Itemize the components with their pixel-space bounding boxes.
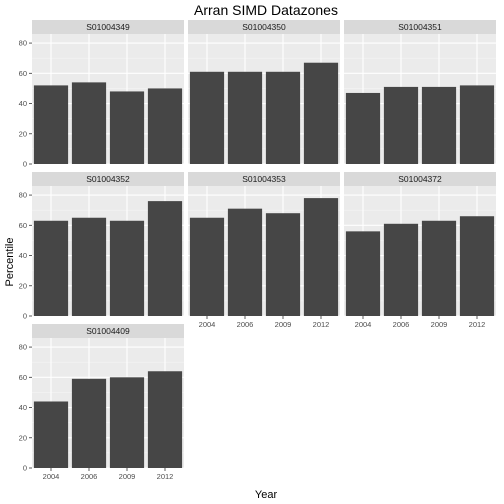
panel-strip (32, 324, 184, 338)
panel-strip (32, 172, 184, 186)
x-tick-label: 2004 (43, 472, 60, 481)
bar-2006 (383, 223, 419, 316)
y-tick-label: 80 (19, 191, 27, 200)
bar-2012 (303, 198, 339, 316)
facet-panel: S01004352 0 20 40 60 80 (19, 172, 184, 321)
facet-panel: S01004372 2004 2006 2009 2012 (344, 172, 496, 329)
facet-panel: S01004349 0 20 40 60 80 (19, 20, 184, 169)
panel-strip (188, 20, 340, 34)
x-tick-label: 2004 (199, 320, 216, 329)
bar-2006 (71, 378, 107, 468)
y-tick-label: 40 (19, 251, 27, 260)
bar-2009 (265, 71, 301, 164)
bar-2004 (33, 401, 69, 468)
y-tick-label: 0 (23, 160, 27, 169)
bar-2004 (33, 220, 69, 316)
facet-panel: S01004409 0 20 40 60 80 2004 2006 2009 2012 (19, 324, 184, 481)
y-axis-title: Percentile (4, 238, 16, 287)
bar-2012 (147, 201, 183, 316)
y-tick-label: 40 (19, 99, 27, 108)
facet-panels: S01004349 0 20 40 60 80 S01004350 S01004351 S010… (19, 20, 496, 481)
bar-2004 (33, 85, 69, 164)
bar-2012 (147, 371, 183, 468)
x-tick-label: 2012 (313, 320, 330, 329)
bar-2004 (189, 71, 225, 164)
bar-2012 (459, 216, 495, 316)
facet-panel: S01004350 (188, 20, 340, 165)
bar-2004 (345, 231, 381, 316)
y-tick-label: 0 (23, 312, 27, 321)
bar-2009 (421, 220, 457, 316)
y-tick-label: 20 (19, 281, 27, 290)
panel-strip-label: S01004350 (242, 22, 286, 32)
y-tick-label: 20 (19, 129, 27, 138)
y-tick-label: 40 (19, 403, 27, 412)
facet-panel: S01004353 2004 2006 2009 2012 (188, 172, 340, 329)
bar-2006 (71, 82, 107, 164)
chart-title: Arran SIMD Datazones (194, 2, 338, 18)
panel-strip-label: S01004372 (398, 174, 442, 184)
facet-panel: S01004351 (344, 20, 496, 165)
panel-strip-label: S01004349 (86, 22, 130, 32)
x-tick-label: 2012 (157, 472, 174, 481)
bar-2006 (227, 208, 263, 316)
x-axis-title: Year (255, 489, 278, 501)
y-tick-label: 60 (19, 221, 27, 230)
x-tick-label: 2009 (275, 320, 292, 329)
y-tick-label: 60 (19, 69, 27, 78)
bar-2006 (227, 71, 263, 164)
x-tick-label: 2004 (355, 320, 372, 329)
y-tick-label: 80 (19, 343, 27, 352)
bar-2004 (189, 217, 225, 316)
bar-2009 (109, 91, 145, 164)
x-tick-label: 2009 (119, 472, 136, 481)
x-tick-label: 2012 (469, 320, 486, 329)
panel-strip-label: S01004409 (86, 326, 130, 336)
x-tick-label: 2006 (81, 472, 98, 481)
bar-2009 (109, 377, 145, 468)
y-tick-label: 60 (19, 373, 27, 382)
panel-strip (344, 172, 496, 186)
bar-2004 (345, 92, 381, 164)
y-tick-label: 20 (19, 433, 27, 442)
bar-2009 (265, 213, 301, 316)
panel-strip-label: S01004352 (86, 174, 130, 184)
y-tick-label: 0 (23, 464, 27, 473)
panel-strip-label: S01004351 (398, 22, 442, 32)
x-tick-label: 2006 (237, 320, 254, 329)
bar-2006 (71, 217, 107, 316)
bar-2012 (147, 88, 183, 164)
bar-2009 (421, 86, 457, 164)
panel-strip (32, 20, 184, 34)
y-tick-label: 80 (19, 39, 27, 48)
panel-strip (344, 20, 496, 34)
bar-2009 (109, 220, 145, 316)
panel-strip-label: S01004353 (242, 174, 286, 184)
bar-2012 (303, 62, 339, 164)
x-tick-label: 2006 (393, 320, 410, 329)
bar-2006 (383, 86, 419, 164)
x-tick-label: 2009 (431, 320, 448, 329)
panel-strip (188, 172, 340, 186)
bar-2012 (459, 85, 495, 164)
